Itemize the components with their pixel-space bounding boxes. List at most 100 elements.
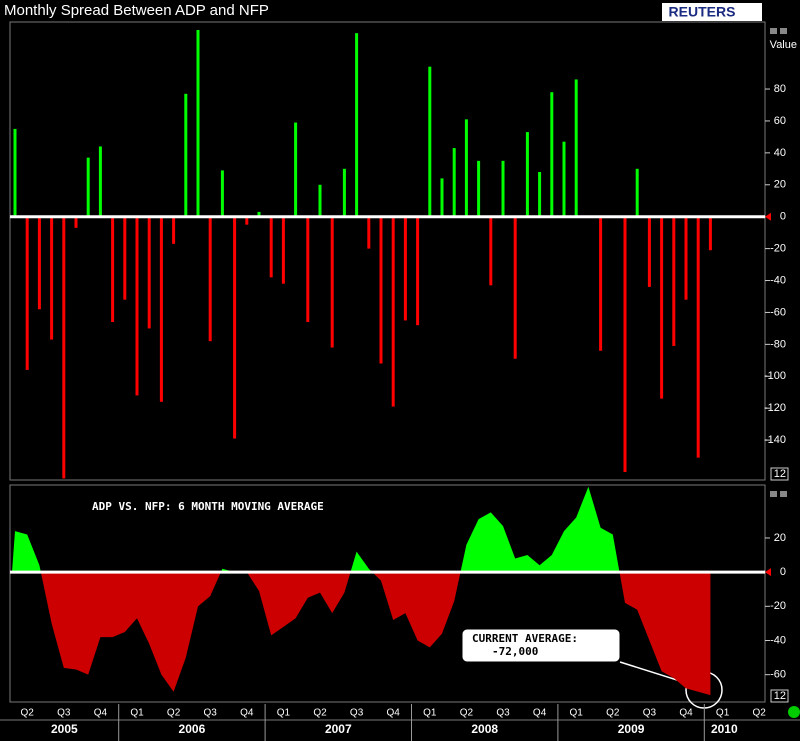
y-tick-label: 0 [780,211,786,223]
bar [355,33,359,217]
bar [147,216,151,329]
bar [269,216,273,278]
bar [391,216,395,407]
plot [12,486,711,696]
bar [513,216,517,359]
panel-button [770,28,777,34]
marker-label: 12 [774,468,786,480]
quarter-label: Q3 [350,708,364,719]
bar [281,216,285,284]
logo: REUTERS [669,4,736,20]
zero-pointer [765,212,771,221]
bar [257,211,261,217]
quarter-label: Q2 [21,708,35,719]
year-label: 2006 [179,722,206,736]
panel-button [780,491,787,497]
quarter-label: Q2 [167,708,181,719]
bar [562,141,566,217]
y-tick-label: -80 [770,338,786,350]
quarter-label: Q4 [240,708,254,719]
y-tick-label: -120 [764,402,786,414]
callout-title: CURRENT AVERAGE: [472,632,578,645]
bar [233,216,237,439]
status-dot [788,706,800,718]
year-label: 2010 [711,722,738,736]
y-tick-label: 80 [774,83,786,95]
bar [74,216,78,228]
bar [708,216,712,251]
bar [525,132,529,217]
marker-label: 12 [774,690,786,702]
panel-frame [9,21,766,481]
quarter-label: Q2 [460,708,474,719]
marker-box [770,689,789,703]
bar [25,216,29,370]
bar [159,216,163,402]
y-tick-label: -20 [770,243,786,255]
bar [623,216,627,473]
bar [428,66,432,217]
quarter-label: Q1 [570,708,584,719]
bar [172,216,176,244]
bar [647,216,651,287]
bar [477,160,481,217]
bar [416,216,420,326]
bar [635,168,639,217]
y-tick-label: -140 [764,434,786,446]
quarter-label: Q4 [94,708,108,719]
area [12,486,711,696]
quarter-label: Q2 [606,708,620,719]
quarter-label: Q3 [643,708,657,719]
y-tick-label: -40 [770,274,786,286]
bar [50,216,54,340]
quarter-label: Q2 [313,708,327,719]
bar [318,184,322,217]
y-tick-label: 20 [774,179,786,191]
bar [696,216,700,458]
bar [452,148,456,217]
y-axis-label: Value [770,39,797,51]
bar [111,216,115,323]
bar [403,216,407,321]
bar [440,178,444,217]
bar [342,168,346,217]
bar [379,216,383,364]
quarter-label: Q4 [387,708,401,719]
panel-frame [9,484,766,703]
quarter-label: Q1 [277,708,291,719]
bar [538,172,542,217]
y-tick-label: 40 [774,147,786,159]
bar [599,216,603,351]
bar [574,79,578,217]
bar [220,170,224,217]
y-tick-label: -100 [764,370,786,382]
y-tick-label: -20 [770,600,786,612]
bar [135,216,139,396]
y-tick-label: 60 [774,115,786,127]
marker-box [770,467,789,481]
quarter-label: Q3 [496,708,510,719]
bar [550,92,554,217]
bar [367,216,371,249]
logo-box [662,3,762,21]
bar [294,122,298,217]
quarter-label: Q1 [423,708,437,719]
bar [98,146,102,217]
bar [684,216,688,300]
year-label: 2009 [618,722,645,736]
annotation: ADP VS. NFP: 6 MONTH MOVING AVERAGE [92,500,324,513]
bar [306,216,310,323]
year-label: 2005 [51,722,78,736]
bar [196,29,200,217]
panel-button [770,491,777,497]
y-tick-label: -60 [770,306,786,318]
bar [184,93,188,217]
bar [86,157,90,217]
quarter-label: Q3 [204,708,218,719]
quarter-label: Q2 [753,708,767,719]
bar [37,216,41,310]
y-tick-label: -40 [770,634,786,646]
bar [208,216,212,342]
quarter-label: Q4 [533,708,547,719]
